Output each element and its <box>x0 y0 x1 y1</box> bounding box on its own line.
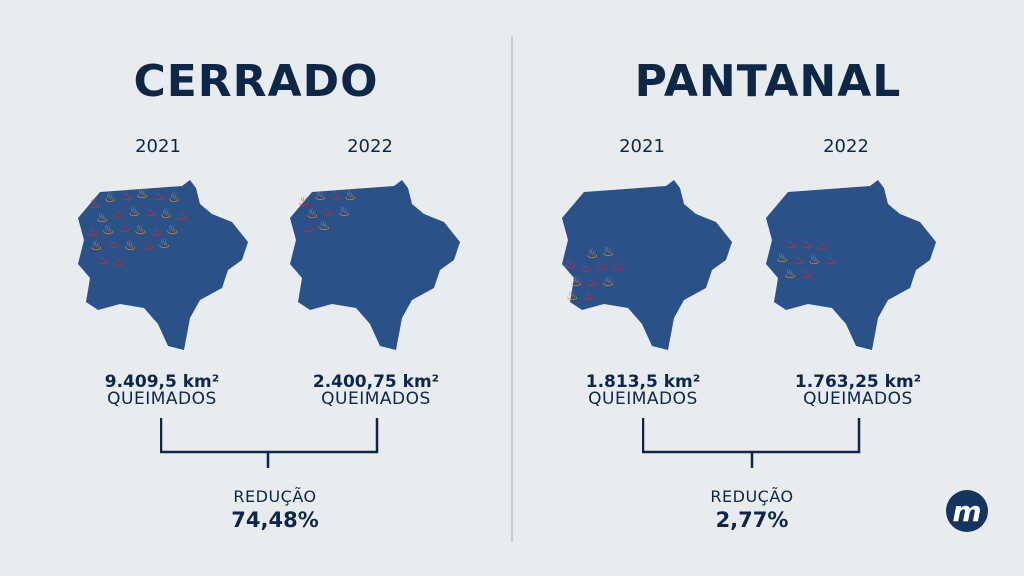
burned-area-caption: QUEIMADOS <box>321 389 431 409</box>
m-logo-icon: m <box>946 490 988 532</box>
svg-text:♨: ♨ <box>602 274 615 290</box>
year-label: 2022 <box>823 136 869 157</box>
fire-icon-group: ♨ ♨ ♨ ♨ ♨ ♨ ♨ ♨ ♨ <box>776 236 837 282</box>
svg-text:♨: ♨ <box>168 190 181 206</box>
svg-text:♨: ♨ <box>330 188 343 204</box>
svg-text:♨: ♨ <box>136 186 149 202</box>
fire-icon-group: ♨ ♨ ♨ ♨ ♨ ♨ ♨ ♨ ♨ ♨ ♨ <box>564 244 625 304</box>
svg-text:♨: ♨ <box>104 190 117 206</box>
svg-text:♨: ♨ <box>580 260 593 276</box>
svg-text:♨: ♨ <box>322 204 335 220</box>
year-label: 2021 <box>619 136 665 157</box>
svg-text:♨: ♨ <box>118 220 131 236</box>
svg-text:♨: ♨ <box>112 206 125 222</box>
svg-text:♨: ♨ <box>318 218 331 234</box>
map-shape-icon: ♨ ♨ ♨ ♨ ♨ ♨ ♨ ♨ ♨ <box>290 180 460 350</box>
svg-text:♨: ♨ <box>306 206 319 222</box>
svg-text:♨: ♨ <box>784 266 797 282</box>
map-shape-icon: ♨ ♨ ♨ ♨ ♨ ♨ ♨ ♨ ♨ ♨ ♨ ♨ ♨ ♨ ♨ ♨ ♨ ♨ ♨ ♨ <box>78 180 248 350</box>
svg-text:♨: ♨ <box>120 188 133 204</box>
svg-text:♨: ♨ <box>144 204 157 220</box>
comparison-bracket <box>642 418 862 468</box>
svg-text:♨: ♨ <box>784 236 797 252</box>
svg-text:♨: ♨ <box>570 274 583 290</box>
svg-text:♨: ♨ <box>564 256 577 272</box>
svg-text:♨: ♨ <box>302 220 315 236</box>
svg-text:♨: ♨ <box>808 252 821 268</box>
state-map-with-fires-2022: ♨ ♨ ♨ ♨ ♨ ♨ ♨ ♨ ♨ <box>760 178 940 358</box>
reduction-label: REDUÇÃO <box>710 487 794 506</box>
svg-text:♨: ♨ <box>776 250 789 266</box>
section-cerrado: CERRADO 2021 2022 ♨ ♨ ♨ ♨ ♨ ♨ ♨ ♨ ♨ ♨ ♨ … <box>72 56 464 532</box>
section-title: CERRADO <box>133 56 379 107</box>
burned-area-value: 1.813,5 km² <box>585 372 701 392</box>
svg-text:♨: ♨ <box>800 266 813 282</box>
svg-text:♨: ♨ <box>90 238 103 254</box>
svg-text:♨: ♨ <box>128 204 141 220</box>
svg-text:♨: ♨ <box>816 238 829 254</box>
reduction-value: 74,48% <box>231 508 319 532</box>
section-divider <box>511 36 513 542</box>
burned-area-value: 2.400,75 km² <box>312 372 440 392</box>
svg-text:♨: ♨ <box>314 188 327 204</box>
svg-text:♨: ♨ <box>160 206 173 222</box>
svg-text:♨: ♨ <box>338 204 351 220</box>
reduction-label: REDUÇÃO <box>233 487 317 506</box>
comparison-bracket <box>160 418 380 468</box>
svg-text:♨: ♨ <box>166 222 179 238</box>
svg-text:♨: ♨ <box>124 238 137 254</box>
logo-letter: m <box>952 494 982 528</box>
svg-text:♨: ♨ <box>108 236 121 252</box>
svg-text:♨: ♨ <box>112 254 125 270</box>
svg-text:♨: ♨ <box>96 252 109 268</box>
svg-text:♨: ♨ <box>298 194 311 210</box>
svg-text:♨: ♨ <box>792 252 805 268</box>
year-label: 2022 <box>347 136 393 157</box>
svg-text:♨: ♨ <box>344 188 357 204</box>
svg-text:♨: ♨ <box>612 258 625 274</box>
map-shape-icon: ♨ ♨ ♨ ♨ ♨ ♨ ♨ ♨ ♨ ♨ ♨ <box>562 180 732 350</box>
svg-text:♨: ♨ <box>150 224 163 240</box>
reduction-value: 2,77% <box>715 508 789 532</box>
svg-text:♨: ♨ <box>800 236 813 252</box>
section-title: PANTANAL <box>634 56 902 107</box>
svg-text:♨: ♨ <box>88 196 101 212</box>
burned-area-value: 1.763,25 km² <box>794 372 922 392</box>
svg-text:♨: ♨ <box>152 188 165 204</box>
svg-text:♨: ♨ <box>566 288 579 304</box>
svg-text:♨: ♨ <box>582 288 595 304</box>
svg-text:♨: ♨ <box>96 210 109 226</box>
burned-area-caption: QUEIMADOS <box>107 389 217 409</box>
burned-area-value: 9.409,5 km² <box>104 372 220 392</box>
svg-text:♨: ♨ <box>142 238 155 254</box>
svg-text:♨: ♨ <box>86 224 99 240</box>
map-shape-icon: ♨ ♨ ♨ ♨ ♨ ♨ ♨ ♨ ♨ <box>766 180 936 350</box>
state-map-with-fires-2021: ♨ ♨ ♨ ♨ ♨ ♨ ♨ ♨ ♨ ♨ ♨ <box>556 178 736 358</box>
svg-text:♨: ♨ <box>158 236 171 252</box>
svg-text:♨: ♨ <box>586 274 599 290</box>
fire-icon-group: ♨ ♨ ♨ ♨ ♨ ♨ ♨ ♨ ♨ <box>298 188 357 236</box>
burned-area-caption: QUEIMADOS <box>803 389 913 409</box>
burned-area-caption: QUEIMADOS <box>588 389 698 409</box>
svg-text:♨: ♨ <box>102 222 115 238</box>
svg-text:♨: ♨ <box>596 258 609 274</box>
fire-icon-group: ♨ ♨ ♨ ♨ ♨ ♨ ♨ ♨ ♨ ♨ ♨ ♨ ♨ ♨ ♨ ♨ ♨ ♨ ♨ ♨ <box>86 186 189 270</box>
year-label: 2021 <box>135 136 181 157</box>
svg-text:♨: ♨ <box>824 252 837 268</box>
svg-text:♨: ♨ <box>176 208 189 224</box>
section-pantanal: PANTANAL 2021 2022 ♨ ♨ ♨ ♨ ♨ ♨ ♨ ♨ ♨ ♨ ♨ <box>512 0 1024 576</box>
state-map-with-fires-2022: ♨ ♨ ♨ ♨ ♨ ♨ ♨ ♨ ♨ <box>284 178 464 358</box>
svg-text:♨: ♨ <box>602 244 615 260</box>
state-map-with-fires-2021: ♨ ♨ ♨ ♨ ♨ ♨ ♨ ♨ ♨ ♨ ♨ ♨ ♨ ♨ ♨ ♨ ♨ ♨ ♨ ♨ <box>72 178 252 358</box>
svg-text:♨: ♨ <box>134 222 147 238</box>
svg-text:♨: ♨ <box>586 246 599 262</box>
